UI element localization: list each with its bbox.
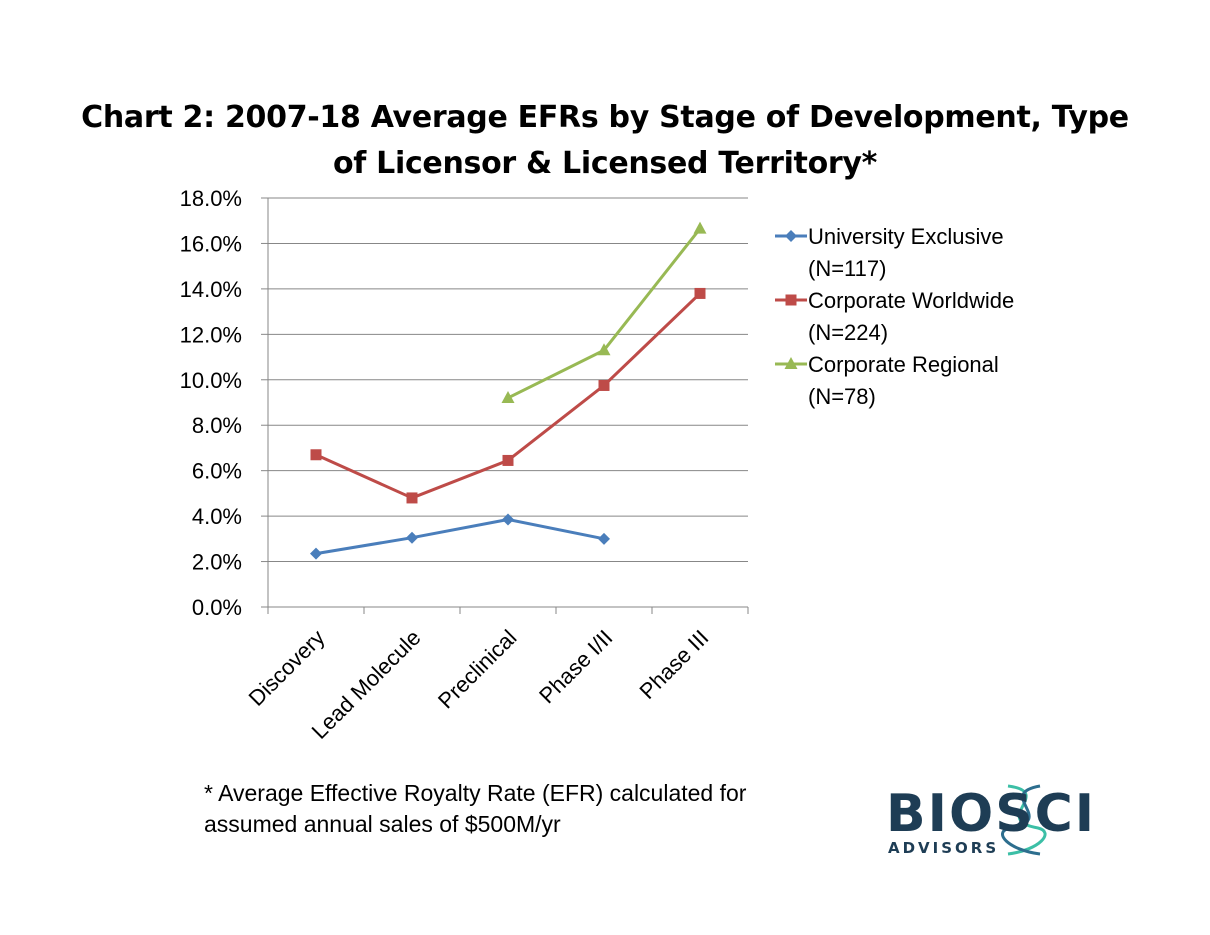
legend-entry-3: Corporate Regional (N=78) — [775, 352, 999, 409]
y-tick-label: 14.0% — [180, 277, 242, 302]
x-tick-label: Preclinical — [433, 625, 522, 714]
y-tick-label: 10.0% — [180, 368, 242, 393]
series-1 — [310, 513, 610, 560]
chart-title-line-1: Chart 2: 2007-18 Average EFRs by Stage o… — [81, 100, 1129, 135]
series-3 — [501, 221, 707, 403]
chart-title-line-2: of Licensor & Licensed Territory* — [332, 146, 878, 181]
dna-helix-icon — [1001, 784, 1047, 856]
series-2 — [310, 287, 706, 504]
legend-swatch-marker — [785, 294, 797, 306]
data-point — [502, 513, 514, 526]
data-point — [693, 221, 707, 234]
footnote-line-1: * Average Effective Royalty Rate (EFR) c… — [204, 780, 747, 806]
data-point — [502, 454, 514, 466]
logo-wordmark: BIOSCI — [886, 784, 1097, 844]
legend-label: Corporate Worldwide — [808, 288, 1014, 313]
data-point — [406, 531, 418, 544]
footnote-line-2: assumed annual sales of $500M/yr — [204, 811, 561, 837]
series-lines — [310, 221, 707, 560]
legend-label: University Exclusive — [808, 224, 1004, 249]
data-point — [310, 547, 322, 560]
legend: University Exclusive (N=117) Corporate Wor… — [775, 224, 1014, 409]
legend-swatch-marker — [784, 357, 798, 369]
data-point — [310, 449, 322, 461]
data-point — [694, 287, 706, 299]
data-point — [501, 390, 515, 403]
legend-label: (N=78) — [808, 384, 876, 409]
x-tick-label: Phase III — [634, 625, 713, 704]
x-tick-label: Discovery — [244, 625, 330, 711]
legend-entry-1: University Exclusive (N=117) — [775, 224, 1004, 281]
y-tick-label: 12.0% — [180, 322, 242, 347]
gridlines — [268, 197, 748, 563]
data-point — [597, 343, 611, 356]
legend-swatch-marker — [785, 230, 797, 242]
legend-label: (N=224) — [808, 320, 888, 345]
y-tick-label: 0.0% — [192, 595, 242, 620]
y-tick-label: 2.0% — [192, 550, 242, 575]
y-tick-label: 6.0% — [192, 459, 242, 484]
data-point — [406, 492, 418, 504]
y-tick-label: 4.0% — [192, 504, 242, 529]
series-line — [315, 518, 605, 556]
legend-entry-2: Corporate Worldwide (N=224) — [775, 288, 1014, 345]
data-point — [598, 379, 610, 391]
biosci-logo: BIOSCI ADVISORS — [880, 780, 1140, 860]
y-tick-label: 8.0% — [192, 413, 242, 438]
logo-subtext: ADVISORS — [888, 839, 1000, 857]
axes: 0.0% 2.0% 4.0% 6.0% 8.0% 10.0% 12.0% 14.0% 16.0%… — [180, 186, 749, 744]
series-line — [507, 227, 702, 400]
chart-title: Chart 2: 2007-18 Average EFRs by Stage o… — [60, 95, 1150, 187]
data-point — [598, 532, 610, 545]
x-tick-label: Phase I/II — [534, 625, 617, 708]
legend-label: Corporate Regional — [808, 352, 999, 377]
legend-label: (N=117) — [808, 256, 886, 281]
footnote: * Average Effective Royalty Rate (EFR) c… — [204, 778, 824, 840]
y-tick-label: 16.0% — [180, 231, 242, 256]
y-tick-label: 18.0% — [180, 186, 242, 211]
